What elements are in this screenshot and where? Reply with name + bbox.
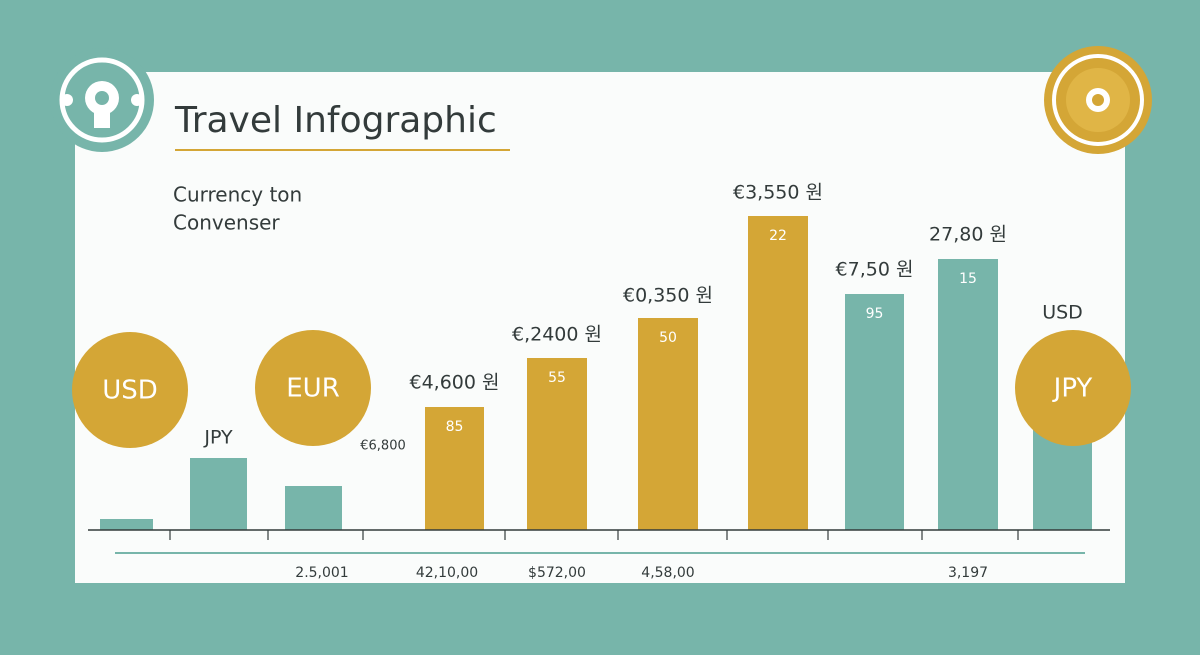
bar-label: €,2400 원 <box>512 324 602 346</box>
subtitle: Convenser <box>173 211 280 235</box>
bar <box>425 407 484 530</box>
logo-right <box>1044 46 1152 154</box>
bar <box>190 458 247 530</box>
currency-badge-label: EUR <box>286 374 340 404</box>
bar <box>285 486 342 530</box>
note: €6,800 <box>360 439 406 454</box>
bottom-label: 42,10,00 <box>416 565 478 581</box>
bar-inner-label: 15 <box>959 271 977 287</box>
currency-badge-label: JPY <box>1052 374 1093 404</box>
ticks <box>169 530 1019 540</box>
bar <box>638 318 698 530</box>
logo-left <box>50 48 154 152</box>
bottom-labels: 2.5,001 42,10,00 $572,00 4,58,00 3,197 <box>295 565 988 581</box>
bars: JPY €4,600 원 85 €,2400 원 55 €0,350 원 50 €3,550 … <box>100 182 1092 530</box>
bar-inner-label: 50 <box>659 330 677 346</box>
bottom-label: 2.5,001 <box>295 565 348 581</box>
bar-inner-label: 85 <box>446 419 464 435</box>
bar <box>938 259 998 530</box>
bar-label: €7,50 원 <box>836 259 914 281</box>
bar <box>527 358 587 530</box>
bar-label: USD <box>1042 302 1083 324</box>
bar <box>845 294 904 530</box>
bottom-label: 3,197 <box>948 565 988 581</box>
bar-inner-label: 95 <box>866 306 884 322</box>
bar <box>1033 430 1092 530</box>
bar-label: 27,80 원 <box>929 224 1007 246</box>
currency-badge <box>255 330 371 446</box>
bar-label: €4,600 원 <box>409 372 499 394</box>
bar <box>748 216 808 530</box>
bar-label: JPY <box>203 427 233 449</box>
bar-inner-label: 55 <box>548 370 566 386</box>
currency-badge <box>72 332 188 448</box>
bottom-label: 4,58,00 <box>641 565 694 581</box>
title: Travel Infographic <box>174 100 497 141</box>
bar-inner-label: 22 <box>769 228 787 244</box>
bar <box>100 519 153 530</box>
subtitle: Currency ton <box>173 183 302 207</box>
badges: USD EUR JPY <box>72 330 1131 448</box>
currency-badge-label: USD <box>102 376 158 406</box>
bar-label: €3,550 원 <box>733 182 823 204</box>
bottom-label: $572,00 <box>528 565 586 581</box>
currency-badge <box>1015 330 1131 446</box>
bar-label: €0,350 원 <box>623 285 713 307</box>
